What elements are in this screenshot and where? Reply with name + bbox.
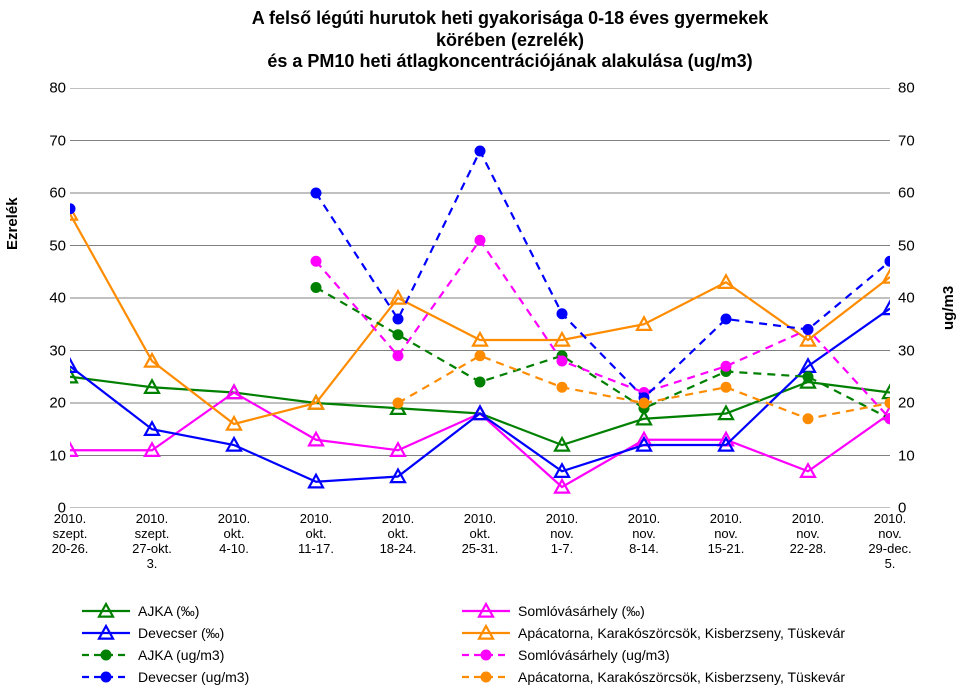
chart-title: A felső légúti hurutok heti gyakorisága … [120,8,900,73]
y-axis-label-left: Ezrelék [4,197,21,250]
y-tick-label: 30 [30,342,66,359]
y-tick-label: 80 [898,80,934,97]
y-tick-label: 40 [30,290,66,307]
legend-item: Devecser (‰) [80,622,249,644]
y-tick-label: 60 [898,185,934,202]
x-tick-label: 2010.nov.8-14. [607,512,681,557]
legend-label: AJKA (‰) [138,603,199,619]
title-line: A felső légúti hurutok heti gyakorisága … [252,8,769,28]
y-tick-label: 70 [30,132,66,149]
y-tick-label: 20 [30,395,66,412]
x-tick-label: 2010.szept.27-okt.3. [115,512,189,572]
y-axis-right: 01020304050607080 [898,88,934,508]
y-tick-label: 60 [30,185,66,202]
plot-area [70,88,890,508]
legend-item: Apácatorna, Karakószörcsök, Kisberzseny,… [460,666,845,688]
y-tick-label: 40 [898,290,934,307]
x-axis: 2010.szept.20-26.2010.szept.27-okt.3.201… [70,512,890,582]
y-tick-label: 10 [30,447,66,464]
chart-page: { "title_line1": "A felső légúti hurutok… [0,0,960,697]
legend-label: AJKA (ug/m3) [138,647,224,663]
y-tick-label: 50 [30,237,66,254]
legend-label: Somlóvásárhely (ug/m3) [518,647,670,663]
x-tick-label: 2010.nov.15-21. [689,512,763,557]
x-tick-label: 2010.okt.4-10. [197,512,271,557]
y-tick-label: 30 [898,342,934,359]
title-line: és a PM10 heti átlagkoncentrációjának al… [267,51,752,71]
y-axis-label-right: ug/m3 [940,286,957,330]
legend-label: Devecser (‰) [138,625,224,641]
plot-svg [70,88,890,508]
x-tick-label: 2010.nov.22-28. [771,512,845,557]
legend-item: Apácatorna, Karakószörcsök, Kisberzseny,… [460,622,845,644]
y-tick-label: 20 [898,395,934,412]
x-tick-label: 2010.szept.20-26. [33,512,107,557]
x-tick-label: 2010.nov.29-dec.5. [853,512,927,572]
legend-label: Apácatorna, Karakószörcsök, Kisberzseny,… [518,669,845,685]
legend-item: Somlóvásárhely (ug/m3) [460,644,845,666]
x-tick-label: 2010.okt.25-31. [443,512,517,557]
legend-label: Somlóvásárhely (‰) [518,603,645,619]
y-tick-label: 10 [898,447,934,464]
legend-label: Devecser (ug/m3) [138,669,249,685]
y-tick-label: 70 [898,132,934,149]
x-tick-label: 2010.okt.18-24. [361,512,435,557]
x-tick-label: 2010.okt.11-17. [279,512,353,557]
legend-item: AJKA (‰) [80,600,249,622]
title-line: körében (ezrelék) [436,30,584,50]
legend-item: Devecser (ug/m3) [80,666,249,688]
y-tick-label: 50 [898,237,934,254]
y-axis-left: 01020304050607080 [30,88,66,508]
legend-item: Somlóvásárhely (‰) [460,600,845,622]
legend-label: Apácatorna, Karakószörcsök, Kisberzseny,… [518,625,845,641]
y-tick-label: 80 [30,80,66,97]
legend-item: AJKA (ug/m3) [80,644,249,666]
x-tick-label: 2010.nov.1-7. [525,512,599,557]
